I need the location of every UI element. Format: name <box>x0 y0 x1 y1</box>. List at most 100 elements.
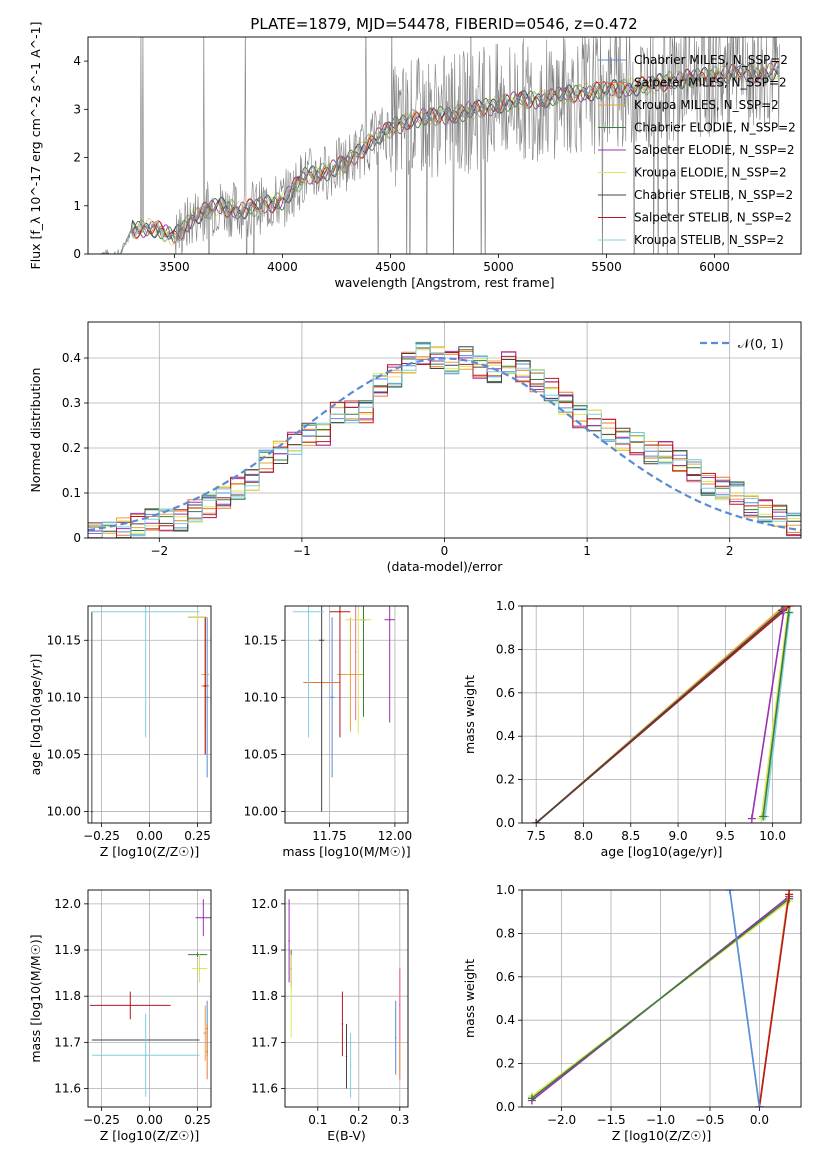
panel-age_vs_Z: −0.25 0.00 0.25 10.00 10.05 10.10 10.15 Z [log1… <box>28 605 212 859</box>
data-point <box>144 1054 147 1057</box>
y-tick-label: 2 <box>73 151 81 165</box>
x-tick-label: 6000 <box>699 260 730 274</box>
panel-mass_vs_EBV: 0.1 0.2 0.3 11.6 11.7 11.8 11.9 12.0 E(B-V) <box>251 889 409 1143</box>
legend-label: Chabrier ELODIE, N_SSP=2 <box>634 121 796 135</box>
x-tick-label: 12.00 <box>378 829 412 843</box>
x-axis-label: age [log10(age/yr)] <box>601 844 723 859</box>
weight-line <box>729 890 761 1107</box>
data-point <box>144 610 147 613</box>
x-tick-label: 0.1 <box>308 1113 327 1127</box>
data-point <box>331 696 333 699</box>
weight-line <box>751 610 785 819</box>
x-tick-label: 5500 <box>591 260 622 274</box>
x-tick-label: 0.0 <box>750 1113 769 1127</box>
x-tick-label: 8.5 <box>621 829 640 843</box>
axes-frame <box>284 605 409 824</box>
y-tick-label: 12.0 <box>251 897 278 911</box>
data-point <box>341 1023 344 1025</box>
weight-line <box>531 898 790 1099</box>
plot-area <box>88 606 211 823</box>
legend-label: Kroupa STELIB, N_SSP=2 <box>634 233 784 247</box>
y-tick-label: 11.7 <box>54 1035 81 1049</box>
axes-frame <box>87 36 802 255</box>
axes-frame <box>521 605 802 824</box>
x-tick-label: 0.25 <box>184 1113 211 1127</box>
x-axis-label: Z [log10(Z/Z☉)] <box>612 1128 712 1143</box>
data-point <box>399 1004 401 1007</box>
data-point <box>206 696 208 699</box>
panel-residuals: −2 −1 0 1 2 0 0.1 0.2 0.3 0.4 (data-model)/error No… <box>28 321 802 574</box>
data-point <box>339 610 341 613</box>
plus-marker <box>784 608 793 617</box>
plus-marker <box>747 814 756 823</box>
y-tick-label: 0.6 <box>496 970 515 984</box>
y-tick-label: 10.15 <box>47 633 81 647</box>
y-tick-label: 0.2 <box>496 773 515 787</box>
data-point <box>349 1064 352 1067</box>
y-tick-label: 11.8 <box>251 989 278 1003</box>
y-tick-label: 0.0 <box>496 1100 515 1114</box>
legend-label: Kroupa MILES, N_SSP=2 <box>634 98 779 112</box>
x-tick-label: −1.0 <box>646 1113 675 1127</box>
x-axis-label: Z [log10(Z/Z☉)] <box>100 844 200 859</box>
x-tick-label: 0 <box>441 544 449 558</box>
data-point <box>91 810 93 813</box>
data-point <box>204 685 207 687</box>
weight-line <box>758 894 790 1107</box>
histogram-step <box>88 343 801 538</box>
y-tick-label: 11.7 <box>251 1035 278 1049</box>
axes-frame <box>87 321 802 539</box>
x-tick-label: 4000 <box>267 260 298 274</box>
y-tick-label: 1 <box>73 199 81 213</box>
weight-line <box>762 612 790 817</box>
y-axis-label: Normed distribution <box>28 368 43 493</box>
plot-area <box>522 890 801 1107</box>
y-tick-label: 0 <box>73 531 81 545</box>
data-point <box>204 1032 207 1034</box>
y-tick-label: 10.00 <box>244 805 278 819</box>
plot-area <box>98 37 780 254</box>
observed-spectrum-line <box>100 37 780 254</box>
x-axis-label: mass [log10(M/M☉)] <box>282 844 410 859</box>
y-tick-label: 0 <box>73 247 81 261</box>
x-tick-label: 0.00 <box>136 1113 163 1127</box>
plot-area <box>285 606 408 823</box>
panel-age_vs_mass: 11.75 12.00 10.00 10.05 10.10 10.15 mass [log1… <box>244 605 412 859</box>
plot-area <box>285 890 408 1107</box>
plus-marker <box>527 1094 536 1103</box>
x-tick-label: −0.25 <box>83 829 120 843</box>
plot-area <box>88 322 801 538</box>
x-tick-label: 8.0 <box>574 829 593 843</box>
panel-weight_vs_Z: −2.0 −1.5 −1.0 −0.5 0.0 0.0 0.2 0.4 0.6 0.8 1.0 Z [… <box>462 883 802 1143</box>
x-tick-label: −0.5 <box>695 1113 724 1127</box>
y-axis-label: mass weight <box>462 959 477 1038</box>
axes-frame <box>521 889 802 1108</box>
y-tick-label: 11.6 <box>251 1082 278 1096</box>
y-tick-label: 0.4 <box>62 351 81 365</box>
y-tick-label: 10.00 <box>47 805 81 819</box>
x-tick-label: 7.5 <box>527 829 546 843</box>
y-tick-label: 10.05 <box>47 747 81 761</box>
data-point <box>288 939 290 942</box>
axes-frame <box>284 889 409 1108</box>
legend-label: 𝒩(0, 1) <box>738 336 784 351</box>
y-tick-label: 1.0 <box>496 883 515 897</box>
x-axis-label: (data-model)/error <box>387 559 504 574</box>
x-tick-label: 0.00 <box>136 829 163 843</box>
y-tick-label: 1.0 <box>496 599 515 613</box>
data-point <box>349 673 352 676</box>
x-axis-label: E(B-V) <box>327 1128 366 1143</box>
data-point <box>196 953 199 956</box>
axes-frame <box>87 605 212 824</box>
x-tick-label: 9.5 <box>716 829 735 843</box>
panel-weight_vs_age: 7.5 8.0 8.5 9.0 9.5 10.0 0.0 0.2 0.4 0.6 0.8 1.0 age… <box>462 599 802 859</box>
weight-line <box>760 612 789 819</box>
y-tick-label: 0.1 <box>62 486 81 500</box>
y-tick-label: 0.2 <box>62 441 81 455</box>
plus-marker <box>785 890 794 899</box>
data-point <box>345 1055 348 1058</box>
data-point <box>307 610 310 613</box>
normal-curve <box>88 357 801 532</box>
x-tick-label: −2 <box>150 544 168 558</box>
